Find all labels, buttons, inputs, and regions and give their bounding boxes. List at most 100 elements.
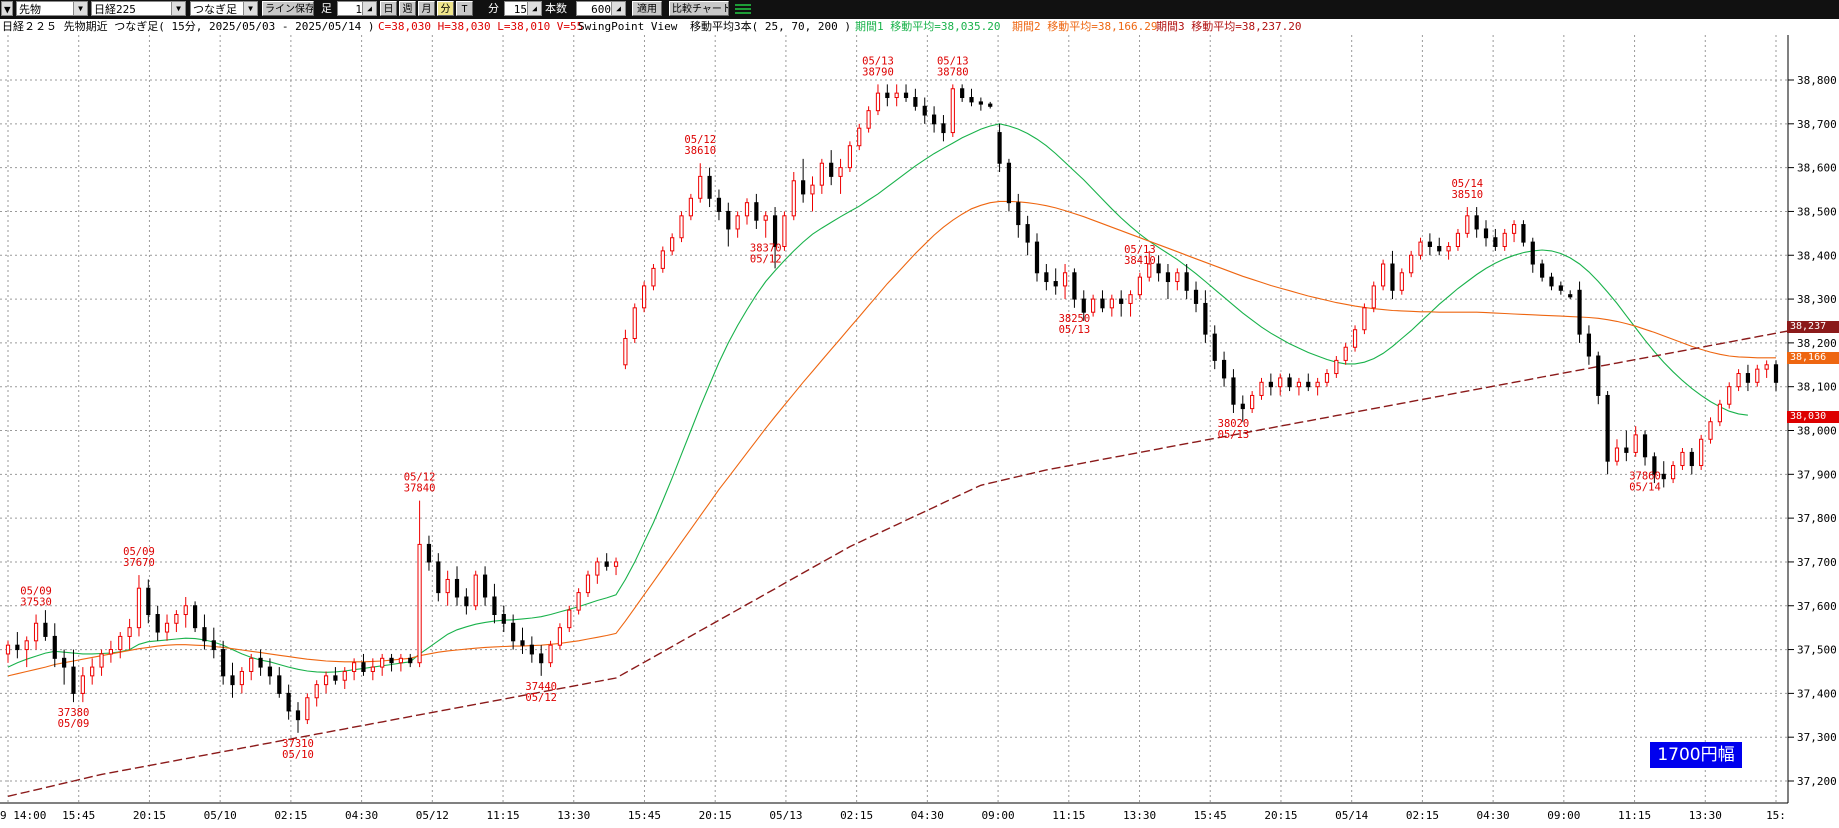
timeframe-tick-button[interactable]: T (456, 1, 473, 16)
candle (1006, 158, 1012, 212)
x-tick-label: 20:15 (133, 809, 166, 822)
candle-body (389, 657, 394, 664)
timeframe-week-button[interactable]: 週 (399, 1, 416, 16)
candle (108, 640, 113, 663)
timeframe-minute-button[interactable]: 分 (437, 1, 454, 16)
count-input[interactable]: 600 ◢ (576, 1, 626, 16)
candle (688, 193, 693, 221)
timeframe-day-button[interactable]: 日 (380, 1, 397, 16)
y-tick-label: 37,500 (1797, 644, 1837, 657)
price-tag: 38,237 (1787, 320, 1839, 333)
candle-body (127, 627, 132, 637)
swing-price-label: 37440 (525, 681, 557, 693)
candle (810, 176, 815, 212)
candle (529, 636, 534, 663)
candle (1362, 303, 1367, 335)
candle-body (1371, 285, 1376, 309)
candle-body (277, 675, 282, 694)
candle-body (482, 574, 488, 598)
swing-date-label: 05/13 (1124, 244, 1156, 256)
candle-body (221, 649, 226, 677)
candle-body (164, 622, 170, 633)
count-input-value: 600 (591, 3, 611, 16)
candle (772, 207, 778, 269)
candle-body (1511, 224, 1517, 234)
candle-body (623, 337, 628, 366)
candle-body (1184, 272, 1189, 291)
minute-input[interactable]: 15 ◢ (504, 1, 542, 16)
chart-title: 日経２２５ 先物期近 つなぎ足( 15分, 2025/05/03 - 2025/… (2, 20, 375, 33)
index-select[interactable]: 日経225 ▼ (91, 1, 186, 16)
candle (33, 614, 39, 650)
candle-body (192, 605, 198, 629)
candle-body (1381, 263, 1386, 287)
candle (1568, 290, 1573, 300)
candle-body (1016, 202, 1021, 226)
chevron-down-icon: ▼ (73, 2, 87, 15)
x-tick-label: 05/13 (769, 809, 802, 822)
candle (576, 588, 581, 615)
compare-chart-button[interactable]: 比較チャート (669, 1, 729, 16)
line-save-button[interactable]: ライン保存 (262, 1, 314, 16)
swing-price-label: 38370 (750, 243, 782, 255)
candle (464, 588, 469, 615)
candle-body (1745, 373, 1751, 383)
candle (230, 662, 235, 698)
candle (1483, 220, 1489, 247)
candle-body (670, 237, 675, 252)
candle-body (1446, 245, 1451, 252)
candle (941, 115, 946, 142)
candle (164, 614, 170, 641)
candle (791, 172, 796, 221)
candle (1091, 294, 1096, 317)
candle-body (763, 215, 768, 221)
candle (1109, 294, 1114, 317)
candle-body (1109, 298, 1114, 309)
candle-body (118, 635, 123, 651)
candle (1586, 325, 1592, 365)
candle-body (632, 307, 637, 339)
candle-body (1755, 368, 1760, 383)
candle (323, 671, 329, 694)
candle-body (183, 605, 188, 616)
candle-body (1334, 359, 1339, 375)
timeframe-month-button[interactable]: 月 (418, 1, 435, 16)
candle (1081, 290, 1086, 321)
y-tick-label: 38,600 (1797, 162, 1837, 175)
candle-body (1268, 381, 1273, 388)
candle-body (5, 644, 11, 655)
candle (417, 500, 422, 668)
candle (277, 667, 282, 698)
candle (567, 605, 572, 633)
chart-type-select[interactable]: つなぎ足 ▼ (190, 1, 258, 16)
candle (613, 557, 619, 576)
candle-body (1259, 381, 1264, 396)
candle (286, 684, 291, 720)
candle (726, 202, 731, 247)
candle-body (716, 197, 722, 212)
menu-arrow-icon[interactable]: ▼ (1, 1, 13, 16)
candle-body (80, 675, 85, 694)
candle-body (1652, 456, 1657, 475)
swing-date-label: 05/12 (404, 472, 436, 484)
period-input[interactable]: 1 ◢ (337, 1, 377, 16)
candle-body (15, 644, 20, 651)
candle-body (1549, 276, 1554, 287)
apply-button[interactable]: 適用 (632, 1, 662, 16)
candle-body (136, 587, 142, 629)
candle-body (838, 167, 843, 177)
swing-date-label: 05/09 (58, 718, 90, 730)
candle-body (1221, 359, 1227, 379)
market-select[interactable]: 先物 ▼ (16, 1, 88, 16)
candle-body (1128, 294, 1133, 304)
candle (1633, 426, 1638, 457)
candle-body (426, 543, 432, 563)
candle (1427, 233, 1432, 256)
candle (1034, 233, 1040, 282)
candle (1409, 250, 1414, 278)
chart-lines-icon[interactable] (733, 1, 753, 16)
candle-body (1315, 381, 1320, 388)
candle-body (1006, 162, 1012, 204)
candle-body (1072, 272, 1077, 300)
